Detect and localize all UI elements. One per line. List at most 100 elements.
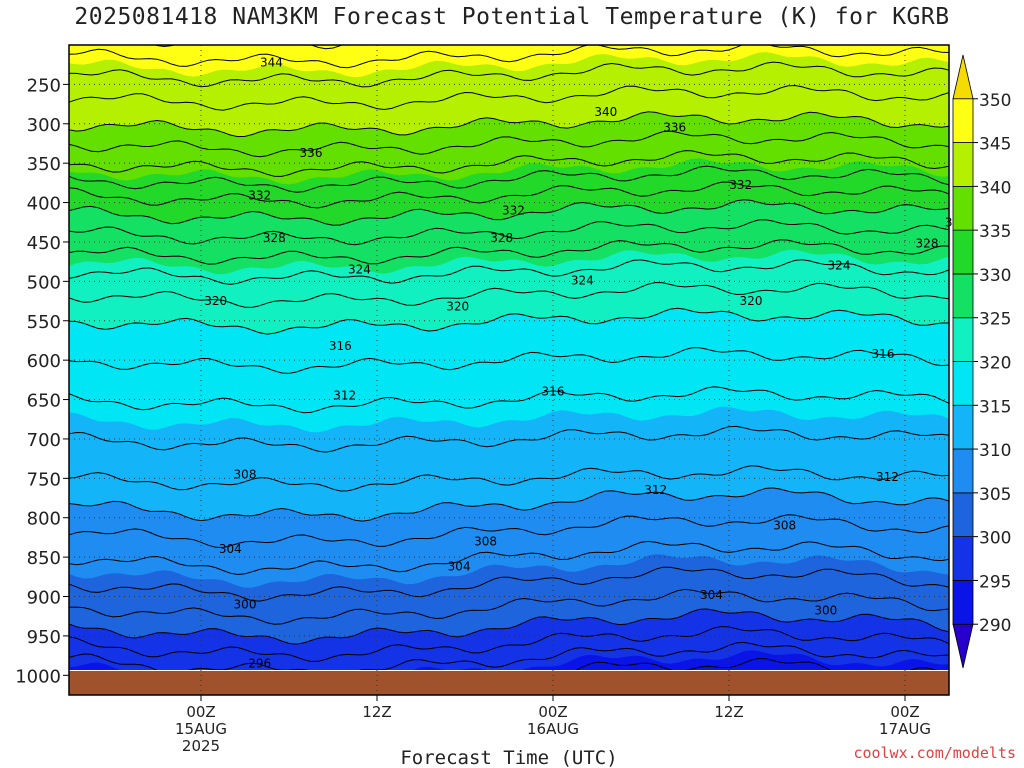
y-tick-label: 800	[27, 509, 61, 530]
contour-line-316	[69, 386, 949, 414]
contour-label: 312	[333, 389, 356, 403]
contour-line-312	[69, 465, 949, 492]
contour-label: 324	[348, 263, 371, 277]
colorbar-label: 340	[979, 178, 1011, 198]
contour-label: 316	[542, 385, 565, 399]
plot-gridlines	[69, 45, 949, 695]
colorbar-swatch	[952, 98, 974, 143]
contour-line-296	[69, 641, 949, 670]
contour-line-342	[69, 84, 949, 111]
contour-line-330	[69, 199, 949, 226]
y-axis-pressure: 250 300 350 400 450 500 550 600 650 700 750 800 850 9…	[15, 75, 69, 687]
contour-line-310	[69, 487, 949, 522]
colorbar-label: 335	[979, 222, 1011, 242]
colorbar-label: 305	[979, 485, 1011, 505]
source-credit: coolwx.com/modelts	[853, 744, 1016, 762]
y-tick-label: 550	[27, 312, 61, 333]
colorbar-swatch	[952, 448, 974, 494]
y-tick-label: 700	[27, 430, 61, 451]
contour-line-294	[575, 657, 938, 670]
chart-title: 2025081418 NAM3KM Forecast Potential Tem…	[74, 4, 950, 30]
contour-label: 320	[446, 300, 469, 314]
contour-line-314	[69, 425, 949, 453]
contour-line-326	[69, 239, 949, 265]
ground-surface	[69, 671, 949, 695]
band-above-350	[69, 4, 949, 45]
plot-frame	[68, 44, 950, 696]
contour-label: 336	[300, 146, 323, 160]
contour-line-338	[69, 130, 949, 158]
contour-label: 304	[700, 588, 723, 602]
colorbar-swatch	[952, 361, 974, 406]
contour-label: 328	[916, 237, 939, 251]
y-tick-label: 1000	[15, 666, 61, 687]
y-tick-label: 650	[27, 391, 61, 412]
colorbar-label: 325	[979, 310, 1011, 330]
contour-line-304	[69, 566, 949, 602]
contour-line-328	[69, 219, 949, 246]
contour-label: 312	[644, 483, 667, 497]
contour-label: 324	[571, 274, 594, 288]
colorbar-swatch	[952, 623, 974, 669]
colorbar-swatch	[952, 142, 974, 187]
contour-label: 304	[219, 542, 242, 556]
y-tick-label: 500	[27, 272, 61, 293]
x-tick-label: 00Z	[186, 703, 215, 721]
y-tick-label: 850	[27, 548, 61, 569]
contour-line-344	[69, 61, 949, 88]
contour-line-322	[69, 281, 949, 308]
x-tick-label: 2025	[182, 737, 220, 755]
colorbar-swatch	[952, 229, 974, 275]
contour-label: 332	[729, 178, 752, 192]
contour-line-346	[69, 45, 949, 69]
theta-filled-bands	[69, 4, 949, 670]
contour-line-302	[69, 588, 949, 625]
contour-label: 304	[448, 560, 471, 574]
contour-label: 308	[234, 467, 257, 481]
y-tick-label: 250	[27, 75, 61, 96]
y-tick-label: 300	[27, 115, 61, 136]
contour-label: 312	[876, 470, 899, 484]
colorbar-swatch	[952, 536, 974, 581]
contour-label: 336	[663, 121, 686, 135]
colorbar-label: 345	[979, 135, 1011, 155]
contour-line-334	[69, 165, 949, 193]
colorbar-swatch	[952, 492, 974, 538]
colorbar-swatch	[952, 580, 974, 625]
colorbar-label: 330	[979, 266, 1011, 286]
contour-label: 320	[204, 294, 227, 308]
x-tick-label: 16AUG	[527, 720, 579, 738]
colorbar-label: 310	[979, 441, 1011, 461]
contour-label: 328	[263, 231, 286, 245]
y-tick-label: 750	[27, 469, 61, 490]
contour-line-300	[69, 608, 949, 645]
contour-line-350	[69, 4, 949, 30]
y-tick-label: 400	[27, 194, 61, 215]
contour-label: 316	[872, 347, 895, 361]
colorbar-label: 350	[979, 91, 1011, 111]
y-tick-label: 950	[27, 627, 61, 648]
y-tick-label: 350	[27, 154, 61, 175]
contour-label: 308	[773, 519, 796, 533]
contour-label: 344	[260, 55, 283, 69]
colorbar-swatch	[952, 54, 974, 100]
contour-label: 300	[234, 597, 257, 611]
contour-label: 308	[474, 534, 497, 548]
contour-label: 340	[594, 105, 617, 119]
colorbar-label: 290	[979, 616, 1011, 636]
colorbar-swatch	[952, 317, 974, 362]
x-axis-label: Forecast Time (UTC)	[400, 747, 617, 768]
contour-label: 332	[248, 188, 271, 202]
contour-label: 332	[502, 203, 525, 217]
colorbar-swatch	[952, 273, 974, 319]
x-tick-label: 15AUG	[175, 720, 227, 738]
contour-line-306	[69, 540, 949, 576]
contour-label: 328	[490, 231, 513, 245]
colorbar-label: 320	[979, 354, 1011, 374]
colorbar-label: 315	[979, 397, 1011, 417]
contour-line-308	[69, 514, 949, 549]
y-tick-label: 600	[27, 351, 61, 372]
y-tick-label: 450	[27, 233, 61, 254]
